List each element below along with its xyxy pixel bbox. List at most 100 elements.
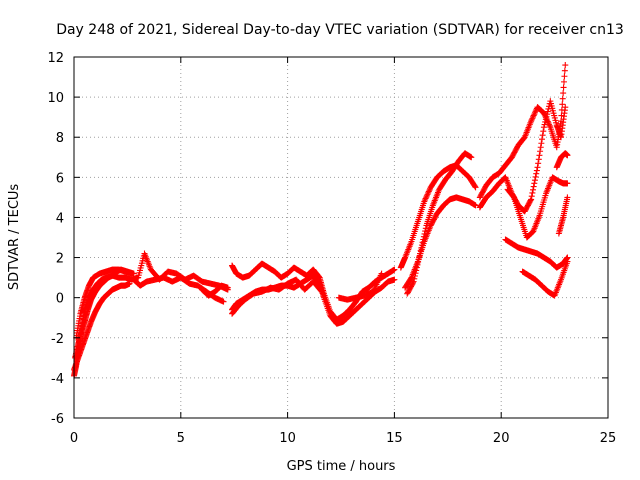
y-tick-label: 4 (56, 211, 64, 226)
data-point (531, 177, 538, 184)
data-point (418, 244, 425, 251)
data-point (472, 202, 479, 209)
y-tick-label: 0 (56, 292, 64, 307)
series-track-c (73, 266, 135, 341)
x-tick-label: 20 (493, 431, 510, 446)
data-point (527, 197, 534, 204)
y-tick-label: -6 (51, 412, 64, 427)
data-point (421, 196, 428, 203)
grid (74, 57, 608, 418)
data-point (536, 152, 543, 159)
data-point (530, 112, 537, 119)
x-tick-label: 10 (279, 431, 296, 446)
data-point (531, 109, 538, 116)
data-point (530, 186, 537, 193)
y-tick-label: -4 (51, 372, 64, 387)
y-tick-label: 2 (56, 252, 64, 267)
x-tick-label: 5 (177, 431, 185, 446)
data-point (538, 140, 545, 147)
data-point (471, 183, 478, 190)
data-point (425, 188, 432, 195)
series-track-r (502, 236, 571, 271)
data-point (411, 275, 418, 282)
data-point (468, 154, 475, 161)
data-point (543, 115, 550, 122)
data-point (220, 298, 227, 305)
data-point (532, 173, 539, 180)
y-tick-label: 6 (56, 171, 64, 186)
data-point (540, 128, 547, 135)
data-point (415, 258, 422, 265)
data-point (126, 280, 133, 287)
data-point (546, 121, 553, 128)
data-point (532, 108, 539, 115)
data-point (420, 236, 427, 243)
x-tick-label: 15 (386, 431, 403, 446)
data-point (421, 198, 428, 205)
data-point (531, 111, 538, 118)
data-point (528, 196, 535, 203)
data-point (537, 144, 544, 151)
data-point (414, 261, 421, 268)
data-point (419, 239, 426, 246)
data-point (528, 116, 535, 123)
series-track-g (199, 282, 231, 299)
x-tick-label: 25 (600, 431, 617, 446)
data-point (538, 136, 545, 143)
data-point (417, 250, 424, 257)
data-point (541, 111, 548, 118)
data-point (545, 119, 552, 126)
data-point (560, 78, 567, 85)
data-point (422, 195, 429, 202)
series-track-o (476, 98, 569, 215)
data-point (564, 194, 571, 201)
data-point (423, 192, 430, 199)
y-axis-label: SDTVAR / TECUs (7, 184, 22, 291)
y-tick-label: 12 (47, 51, 64, 66)
data-point (529, 189, 536, 196)
data-point (128, 270, 135, 277)
data-point (561, 73, 568, 80)
data-point (535, 156, 542, 163)
data-point (378, 270, 385, 277)
data-point (562, 104, 569, 111)
data-point (421, 230, 428, 237)
series-track-j (229, 276, 325, 317)
data-point (472, 184, 479, 191)
data-point (528, 118, 535, 125)
data-point (425, 189, 432, 196)
data-point (530, 113, 537, 120)
data-point (413, 267, 420, 274)
data-point (423, 194, 430, 201)
data-point (560, 84, 567, 91)
data-point (564, 152, 571, 159)
series-track-m (402, 194, 479, 291)
data-point (410, 278, 417, 285)
data-point (546, 122, 553, 129)
data-series (71, 62, 571, 379)
data-point (510, 193, 517, 200)
data-point (416, 253, 423, 260)
data-point (418, 242, 425, 249)
data-point (415, 256, 422, 263)
y-tick-label: 10 (47, 91, 64, 106)
data-point (542, 112, 549, 119)
data-point (420, 233, 427, 240)
data-point (558, 118, 565, 125)
data-point (545, 105, 552, 112)
series-track-l (397, 162, 479, 271)
data-point (564, 258, 571, 265)
data-point (542, 114, 549, 121)
series-track-k (335, 270, 385, 303)
data-point (534, 164, 541, 171)
data-point (424, 191, 431, 198)
data-point (559, 95, 566, 102)
data-point (559, 101, 566, 108)
plot-frame (73, 56, 609, 419)
data-point (409, 279, 416, 286)
data-point (422, 228, 429, 235)
series-track-f (130, 274, 227, 305)
data-point (529, 115, 536, 122)
